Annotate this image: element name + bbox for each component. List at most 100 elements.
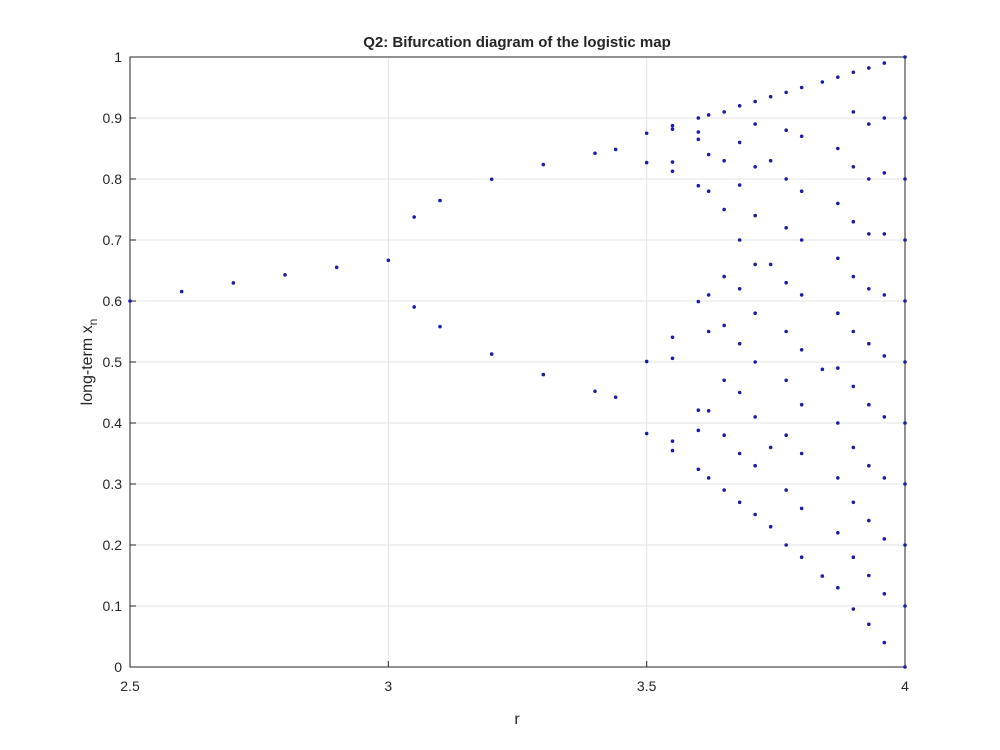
point <box>706 189 711 193</box>
point <box>722 488 726 492</box>
point <box>644 160 649 165</box>
point <box>670 127 675 131</box>
point <box>867 341 871 346</box>
point <box>851 329 856 334</box>
point <box>836 75 840 79</box>
point <box>851 110 856 114</box>
point <box>706 293 711 297</box>
point <box>334 265 339 270</box>
chart-title: Q2: Bifurcation diagram of the logistic … <box>363 34 671 51</box>
point <box>799 85 804 90</box>
point <box>799 238 804 242</box>
y-tick-label: 0.8 <box>103 171 123 187</box>
y-tick-label: 0.9 <box>103 110 123 126</box>
point <box>737 238 742 242</box>
point <box>179 289 184 294</box>
point <box>851 274 856 279</box>
point <box>903 604 907 608</box>
point <box>903 55 907 59</box>
point <box>784 177 788 181</box>
point <box>753 262 757 267</box>
point <box>903 665 907 669</box>
point <box>722 158 726 163</box>
y-tick-label: 0.1 <box>103 598 123 614</box>
point <box>593 151 597 156</box>
point <box>753 122 757 126</box>
point <box>722 433 726 438</box>
point <box>851 500 856 505</box>
point <box>753 213 757 218</box>
point <box>696 116 701 120</box>
point <box>903 299 907 303</box>
point <box>784 329 788 334</box>
point <box>799 348 804 352</box>
point <box>706 409 711 413</box>
point <box>799 189 804 193</box>
point <box>882 116 887 120</box>
point <box>799 555 804 559</box>
point <box>903 116 907 120</box>
point <box>737 140 742 145</box>
point <box>799 451 804 456</box>
point <box>613 147 618 152</box>
point <box>722 274 726 279</box>
point <box>851 219 856 224</box>
point <box>696 183 701 188</box>
point <box>784 128 788 132</box>
point <box>836 476 840 480</box>
point <box>644 431 649 436</box>
point <box>882 476 887 480</box>
point <box>784 433 788 438</box>
point <box>768 262 773 267</box>
point <box>670 160 675 164</box>
point <box>753 512 757 517</box>
point <box>784 280 788 285</box>
point <box>722 207 726 212</box>
point <box>836 531 840 535</box>
point <box>670 123 675 128</box>
point <box>799 402 804 407</box>
point <box>489 177 494 182</box>
point <box>644 131 649 136</box>
point <box>753 463 757 468</box>
point <box>867 573 871 578</box>
point <box>882 232 887 236</box>
point <box>836 585 840 590</box>
point <box>882 171 887 175</box>
point <box>231 281 236 285</box>
point <box>903 421 907 425</box>
point <box>670 169 675 174</box>
point <box>753 99 757 104</box>
point <box>737 500 742 505</box>
y-tick-label: 0.7 <box>103 232 123 248</box>
y-tick-label: 0.5 <box>103 354 123 370</box>
y-tick-label: 0.4 <box>103 415 123 431</box>
point <box>670 356 675 361</box>
point <box>753 311 757 316</box>
point <box>903 543 907 547</box>
point <box>867 232 871 236</box>
point <box>696 408 701 412</box>
point <box>820 574 825 578</box>
point <box>670 439 675 443</box>
point <box>867 122 871 126</box>
point <box>799 293 804 297</box>
point <box>784 488 788 492</box>
point <box>851 384 856 389</box>
point <box>836 256 840 261</box>
point <box>851 555 856 559</box>
point <box>903 482 907 486</box>
point <box>753 360 757 364</box>
point <box>867 177 871 181</box>
point <box>882 293 887 297</box>
y-tick-label: 0.2 <box>103 537 123 553</box>
point <box>820 80 825 84</box>
point <box>283 273 287 277</box>
point <box>670 335 675 340</box>
point <box>541 372 546 377</box>
x-tick-label: 2.5 <box>120 678 140 694</box>
point <box>784 543 788 547</box>
point <box>867 463 871 468</box>
point <box>784 226 788 230</box>
